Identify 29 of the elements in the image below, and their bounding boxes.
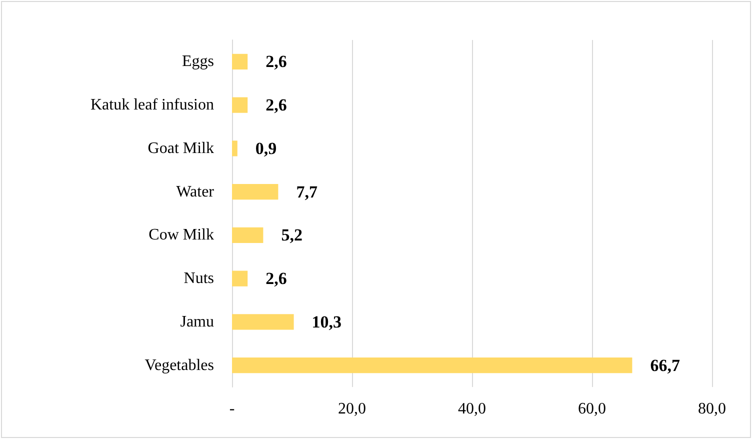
- bar: [232, 97, 248, 113]
- bar: [232, 227, 264, 243]
- data-label: 5,2: [281, 226, 302, 245]
- data-label: 10,3: [312, 312, 342, 332]
- x-tick-label: 40,0: [458, 400, 486, 418]
- y-tick-label: Water: [176, 183, 215, 200]
- data-label: 0,9: [255, 138, 277, 158]
- y-tick-label: Goat Milk: [148, 140, 214, 157]
- data-label: 2,6: [266, 52, 287, 72]
- bar: [232, 358, 632, 374]
- x-tick-label: 60,0: [578, 400, 606, 418]
- y-tick-label: Nuts: [184, 270, 214, 288]
- data-label: 2,6: [266, 96, 287, 115]
- x-tick-label: 20,0: [338, 400, 366, 418]
- data-label: 66,7: [650, 356, 680, 375]
- y-tick-label: Eggs: [182, 53, 214, 70]
- data-label: 2,6: [266, 269, 287, 288]
- y-tick-label: Katuk leaf infusion: [90, 96, 214, 114]
- bar: [232, 140, 238, 156]
- bar: [232, 314, 294, 330]
- y-tick-label: Vegetables: [144, 356, 214, 374]
- bar: [232, 184, 278, 200]
- bar: [232, 270, 248, 286]
- y-tick-label: Jamu: [180, 313, 214, 330]
- x-tick-label: 80,0: [698, 400, 726, 418]
- bar: [232, 54, 248, 70]
- x-tick-label: -: [229, 400, 235, 418]
- data-label: 7,7: [296, 182, 318, 202]
- y-tick-label: Cow Milk: [148, 226, 214, 244]
